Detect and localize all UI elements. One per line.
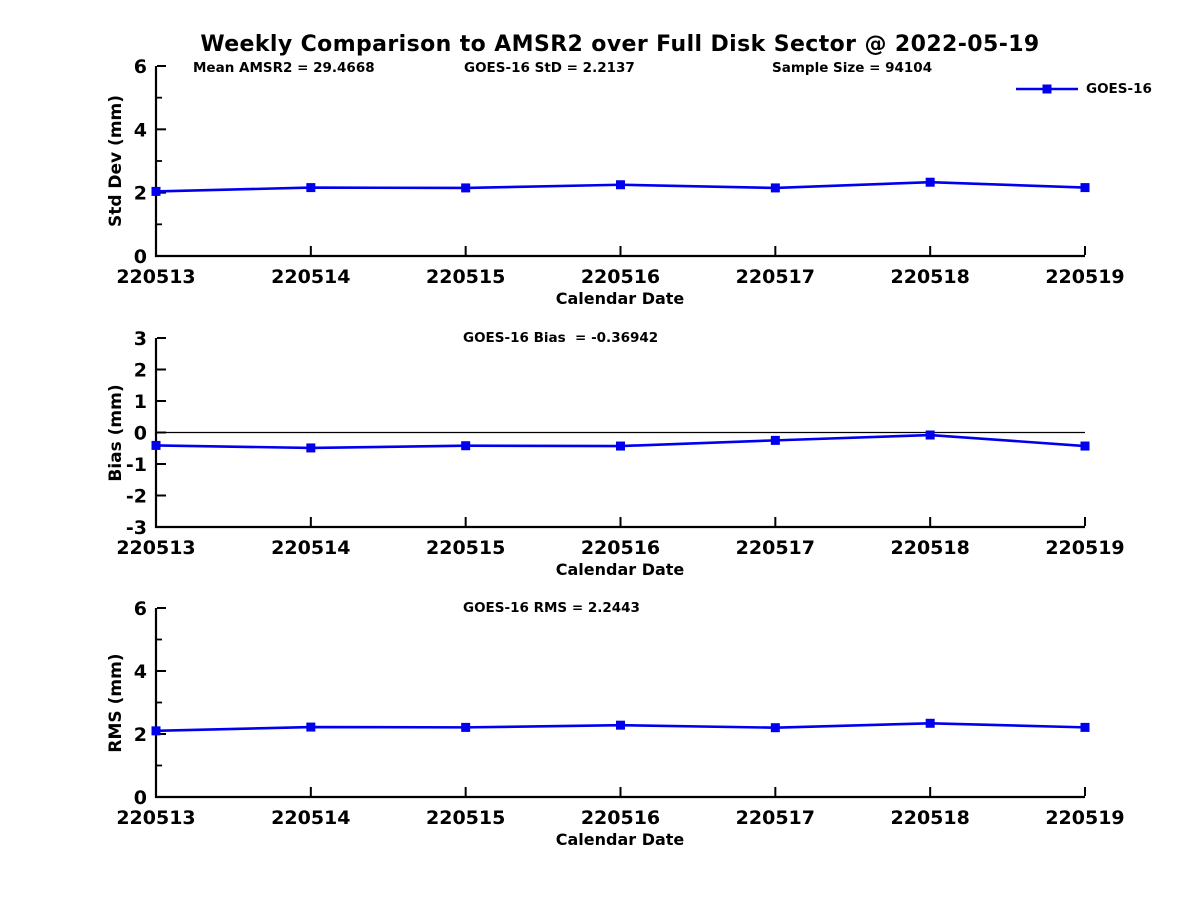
x-tick-label: 220516 xyxy=(581,807,660,829)
data-point-marker xyxy=(461,441,471,451)
y-tick-label: 0 xyxy=(134,246,147,268)
legend-marker xyxy=(1042,84,1052,94)
annotation-goes16-bias: GOES-16 Bias = -0.36942 xyxy=(463,330,659,346)
y-tick-label: 2 xyxy=(134,183,147,205)
x-tick-label: 220513 xyxy=(116,807,195,829)
annotation-mean-amsr2: Mean AMSR2 = 29.4668 xyxy=(193,60,375,76)
x-tick-label: 220518 xyxy=(891,537,970,559)
data-point-marker xyxy=(616,441,625,451)
data-point-marker xyxy=(306,722,316,732)
data-point-marker xyxy=(306,183,316,193)
x-tick-label: 220518 xyxy=(891,807,970,829)
y-axis-label-bias: Bias (mm) xyxy=(106,384,126,482)
data-point-marker xyxy=(306,443,316,453)
x-axis-label-1: Calendar Date xyxy=(555,289,685,308)
x-tick-label: 220514 xyxy=(271,537,350,559)
data-point-marker xyxy=(770,435,780,445)
x-tick-label: 220515 xyxy=(426,266,505,288)
y-tick-label: -1 xyxy=(126,454,147,476)
x-tick-label: 220519 xyxy=(1045,266,1124,288)
y-tick-label: 2 xyxy=(134,360,147,382)
data-point-marker xyxy=(1080,183,1090,193)
x-axis-label-2: Calendar Date xyxy=(555,560,685,579)
x-tick-label: 220514 xyxy=(271,807,350,829)
axis-spines xyxy=(154,338,1085,529)
legend-label-goes16: GOES-16 xyxy=(1086,81,1152,97)
y-tick-label: -3 xyxy=(126,517,147,539)
data-point-marker xyxy=(151,726,161,736)
y-axis-label-rms: RMS (mm) xyxy=(106,653,126,753)
data-point-marker xyxy=(770,183,780,193)
x-tick-label: 220515 xyxy=(426,537,505,559)
y-tick-label: 0 xyxy=(134,787,147,809)
annotation-goes16-std: GOES-16 StD = 2.2137 xyxy=(464,60,635,76)
x-tick-label: 220513 xyxy=(116,266,195,288)
x-tick-label: 220513 xyxy=(116,537,195,559)
data-point-marker xyxy=(461,722,471,732)
x-tick-label: 220517 xyxy=(736,807,815,829)
data-point-marker xyxy=(461,183,471,193)
y-tick-label: 0 xyxy=(134,423,147,445)
data-point-marker xyxy=(151,440,161,450)
data-point-marker xyxy=(151,186,161,196)
y-tick-label: 4 xyxy=(134,119,147,141)
annotation-goes16-rms: GOES-16 RMS = 2.2443 xyxy=(463,600,640,616)
data-point-marker xyxy=(1080,722,1090,732)
x-tick-label: 220519 xyxy=(1045,537,1124,559)
data-point-marker xyxy=(925,718,935,728)
y-tick-label: 4 xyxy=(134,661,147,683)
y-tick-label: -2 xyxy=(126,486,147,508)
data-point-marker xyxy=(1080,441,1090,451)
y-tick-label: 6 xyxy=(134,598,147,620)
x-axis-label-3: Calendar Date xyxy=(555,830,685,849)
y-tick-label: 1 xyxy=(134,391,147,413)
x-tick-label: 220517 xyxy=(736,266,815,288)
x-tick-label: 220515 xyxy=(426,807,505,829)
data-point-marker xyxy=(925,430,935,440)
x-tick-label: 220518 xyxy=(891,266,970,288)
data-point-marker xyxy=(770,723,780,733)
y-tick-label: 2 xyxy=(134,724,147,746)
page-title: Weekly Comparison to AMSR2 over Full Dis… xyxy=(200,32,1040,57)
x-tick-label: 220517 xyxy=(736,537,815,559)
x-tick-label: 220516 xyxy=(581,266,660,288)
y-tick-label: 3 xyxy=(134,328,147,350)
data-point-marker xyxy=(925,177,935,187)
x-tick-label: 220519 xyxy=(1045,807,1124,829)
y-tick-label: 6 xyxy=(134,56,147,78)
data-point-marker xyxy=(616,180,625,190)
x-tick-label: 220514 xyxy=(271,266,350,288)
axis-spines xyxy=(154,608,1085,799)
y-axis-label-stddev: Std Dev (mm) xyxy=(106,94,126,228)
data-point-marker xyxy=(616,720,625,730)
x-tick-label: 220516 xyxy=(581,537,660,559)
axis-spines xyxy=(154,66,1085,258)
annotation-sample-size: Sample Size = 94104 xyxy=(772,60,933,76)
